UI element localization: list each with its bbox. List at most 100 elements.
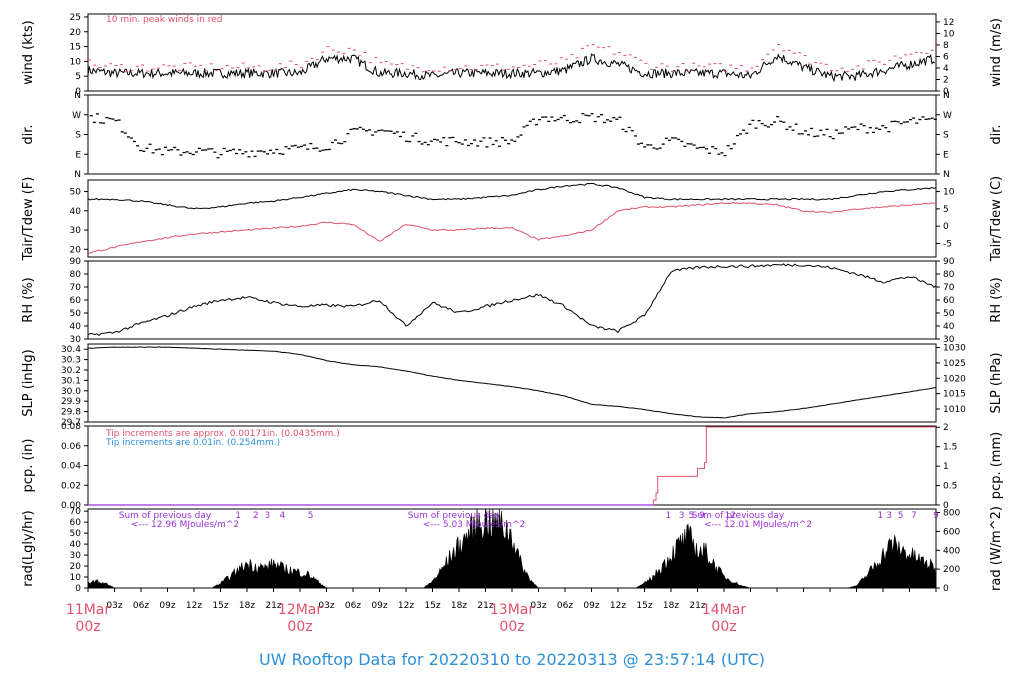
rad-tick-label-right: 0 (943, 584, 949, 594)
rh-tick-label-left: 80 (70, 270, 82, 280)
temp-tick-label-left: 40 (70, 207, 82, 217)
slp-tick-label-left: 30.1 (61, 376, 81, 386)
x-tick-label: 21z (265, 601, 281, 611)
rad-tick-label-right: 800 (943, 509, 960, 519)
rad-tick-label-right: 200 (943, 565, 960, 575)
x-tick-label: 12z (186, 601, 202, 611)
rh-frame (87, 260, 937, 340)
slp-frame (87, 343, 937, 423)
temp-ylabel-right: Tair/Tdew (C) (989, 176, 1004, 262)
x-tick-label: 03z (530, 601, 546, 611)
rh-ylabel-right: RH (%) (989, 277, 1004, 322)
x-tick-label: 12z (398, 601, 414, 611)
wind-tick-label-left: 15 (70, 43, 81, 53)
rh-series-line (87, 263, 937, 337)
rad-hour-mark: 3 (886, 511, 892, 521)
wind-note: 10 min. peak winds in red (106, 15, 223, 25)
dir-tick-label-right: E (943, 150, 949, 160)
rad-tick-label-left: 40 (70, 540, 82, 550)
wind-tick-label-right: 6 (943, 52, 949, 62)
x-tick-label: 06z (557, 601, 573, 611)
wind-ylabel-right: wind (m/s) (989, 18, 1004, 87)
slp-tick-label-left: 29.7 (61, 418, 81, 428)
slp-tick-label-right: 1020 (943, 374, 966, 384)
rad-sum-title: Sum of previous day (119, 511, 212, 521)
rad-area (87, 508, 937, 589)
x-major-day: 12Mar (278, 602, 322, 618)
pcp-tick-label-left: 0.06 (61, 442, 81, 452)
x-major-hour: 00z (499, 619, 524, 635)
slp-tick-label-right: 1010 (943, 405, 966, 415)
rad-sum-title: Sum of previous day (692, 511, 785, 521)
rad-tick-label-left: 30 (70, 551, 82, 561)
temp-tick-label-left: 50 (70, 188, 82, 198)
rad-tick-label-left: 10 (70, 573, 82, 583)
temp-frame (87, 179, 937, 258)
temp-tick-label-right: 5 (943, 205, 949, 215)
dir-tick-label-left: N (74, 91, 81, 101)
rad-hour-mark: 5 (898, 511, 904, 521)
dir-tick-label-left: W (72, 111, 81, 121)
slp-tick-label-left: 29.8 (61, 408, 81, 418)
footer-title: UW Rooftop Data for 20220310 to 20220313… (259, 650, 765, 669)
wind-tick-label-left: 0 (75, 87, 81, 97)
rad-ylabel-left: rad(Lgly/hr) (21, 510, 36, 586)
rad-tick-label-right: 400 (943, 546, 960, 556)
pcp-tick-label-left: 0.08 (61, 422, 81, 432)
rh-tick-label-left: 50 (70, 309, 82, 319)
x-tick-label: 09z (159, 601, 175, 611)
slp-tick-label-left: 30.2 (61, 366, 81, 376)
x-tick-label: 21z (689, 601, 705, 611)
pcp-note-exact: Tip increments are 0.01in. (0.254mm.) (105, 438, 280, 448)
x-major-hour: 00z (287, 619, 312, 635)
slp-tick-label-right: 1015 (943, 390, 966, 400)
rh-tick-label-right: 40 (943, 322, 955, 332)
temp-ylabel-left: Tair/Tdew (F) (21, 177, 36, 262)
x-major-hour: 00z (711, 619, 736, 635)
wind-tick-label-right: 4 (943, 64, 949, 74)
x-tick-label: 18z (663, 601, 679, 611)
rad-hour-mark: 9 (699, 511, 705, 521)
x-tick-label: 15z (636, 601, 652, 611)
pcp-ylabel-right: pcp. (mm) (989, 432, 1004, 499)
rad-sum-value: <--- 12.01 MJoules/m^2 (704, 520, 812, 530)
temp-series-Tair (87, 182, 937, 210)
dir-ylabel-right: dir. (989, 124, 1004, 144)
rad-tick-label-left: 50 (70, 529, 82, 539)
rh-ylabel-left: RH (%) (21, 277, 36, 322)
dir-tick-label-right: N (943, 91, 950, 101)
time-axis: 03z 06z 09z 12z 15z 18z 21z 03z 06z 09z 12z 15z 18z 2… (66, 588, 937, 635)
rh-tick-label-left: 30 (70, 335, 82, 345)
rad-hour-mark: 1 (877, 511, 883, 521)
rh-tick-label-right: 90 (943, 257, 955, 267)
pcp-tick-label-right: 2 (943, 423, 949, 433)
rad-hour-mark: 4 (279, 511, 285, 521)
dir-tick-label-right: W (943, 111, 952, 121)
dir-tick-label-left: N (74, 170, 81, 180)
temp-series-Tdew (87, 201, 937, 254)
rad-sum-value: <--- 12.96 MJoules/m^2 (131, 520, 239, 530)
rad-hour-mark: 2 (253, 511, 259, 521)
rad-hour-mark: 1 (665, 511, 671, 521)
x-major-day: 13Mar (490, 602, 534, 618)
rad-hour-mark: 5 (688, 511, 694, 521)
rh-tick-label-right: 80 (943, 270, 955, 280)
pcp-note-approx: Tip increments are approx. 0.00171in. (0… (105, 429, 340, 439)
temp-tick-label-right: 10 (943, 188, 955, 198)
rh-tick-label-left: 60 (70, 296, 82, 306)
x-major-day: 11Mar (66, 602, 110, 618)
x-major-day: 14Mar (702, 602, 746, 618)
rh-tick-label-left: 40 (70, 322, 82, 332)
rh-tick-label-left: 70 (70, 283, 82, 293)
rad-tick-label-left: 0 (75, 584, 81, 594)
rh-tick-label-right: 70 (943, 283, 955, 293)
rh-tick-label-left: 90 (70, 257, 82, 267)
x-tick-label: 15z (424, 601, 440, 611)
rad-hour-mark: 12 (724, 511, 735, 521)
rad-tick-label-left: 20 (70, 562, 82, 572)
wind-tick-label-right: 8 (943, 41, 949, 51)
pcp-tick-label-left: 0.04 (61, 462, 81, 472)
pcp-tick-label-right: 1.5 (943, 443, 957, 453)
pcp-series-approx (88, 426, 936, 506)
